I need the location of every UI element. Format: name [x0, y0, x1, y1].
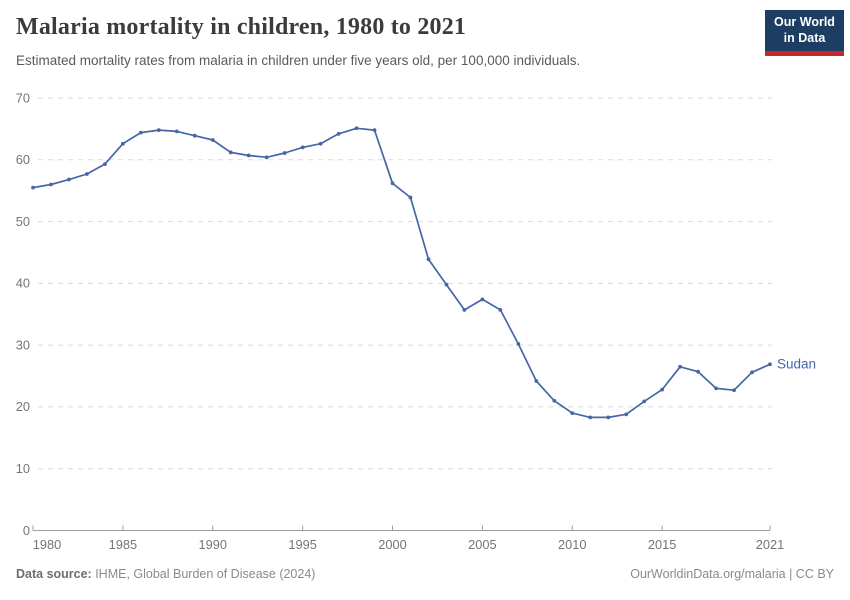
x-axis-tick-label: 1985: [109, 537, 137, 552]
y-axis-tick-label: 60: [16, 152, 30, 167]
data-point-sudan-2017[interactable]: [696, 369, 700, 374]
data-point-sudan-1992[interactable]: [246, 153, 251, 158]
data-point-sudan-2008[interactable]: [534, 379, 539, 383]
data-point-sudan-2003[interactable]: [444, 282, 449, 287]
data-point-sudan-1999[interactable]: [372, 128, 377, 133]
data-point-sudan-1989[interactable]: [192, 133, 197, 138]
y-axis-tick-label: 10: [16, 461, 30, 476]
data-point-sudan-1981[interactable]: [49, 182, 53, 187]
data-source-note: Data source: IHME, Global Burden of Dise…: [16, 567, 315, 581]
y-axis-tick-label: 30: [16, 337, 30, 352]
data-point-sudan-2012[interactable]: [606, 415, 611, 420]
data-point-sudan-2007[interactable]: [516, 342, 521, 346]
chart-title: Malaria mortality in children, 1980 to 2…: [16, 14, 467, 40]
data-point-sudan-2000[interactable]: [390, 181, 395, 186]
data-point-sudan-1997[interactable]: [336, 131, 341, 136]
data-point-sudan-1988[interactable]: [174, 129, 179, 134]
x-axis-tick-label: 2021: [756, 537, 784, 552]
owid-logo-text: Our World in Data: [774, 14, 835, 45]
data-point-sudan-1986[interactable]: [138, 130, 143, 135]
x-axis-tick-label: 1980: [33, 537, 61, 552]
chart-subtitle: Estimated mortality rates from malaria i…: [16, 53, 581, 68]
owid-logo[interactable]: Our World in Data: [765, 10, 844, 56]
data-point-sudan-2010[interactable]: [570, 411, 575, 416]
data-source-label: Data source:: [16, 567, 92, 581]
data-point-sudan-2009[interactable]: [552, 398, 557, 403]
data-point-sudan-2020[interactable]: [750, 370, 754, 375]
x-axis-tick-label: 2010: [558, 537, 586, 552]
data-point-sudan-1994[interactable]: [282, 151, 287, 155]
data-point-sudan-1995[interactable]: [300, 145, 305, 150]
x-axis-tick-label: 2005: [468, 537, 496, 552]
x-axis-tick-label: 2015: [648, 537, 676, 552]
data-point-sudan-2011[interactable]: [588, 415, 593, 420]
data-point-sudan-1987[interactable]: [156, 128, 161, 133]
data-point-sudan-2021[interactable]: [768, 362, 772, 367]
series-label-sudan[interactable]: Sudan: [777, 357, 816, 372]
data-point-sudan-2004[interactable]: [462, 308, 467, 312]
data-point-sudan-2015[interactable]: [660, 387, 665, 392]
license-credit[interactable]: OurWorldinData.org/malaria | CC BY: [630, 567, 834, 581]
chart-footer: Data source: IHME, Global Burden of Dise…: [16, 567, 834, 581]
data-source-text: IHME, Global Burden of Disease (2024): [91, 567, 316, 581]
data-point-sudan-2001[interactable]: [408, 195, 413, 200]
data-point-sudan-1980[interactable]: [31, 185, 35, 190]
x-axis-tick-label: 1995: [288, 537, 316, 552]
data-point-sudan-1990[interactable]: [210, 138, 215, 142]
data-point-sudan-2005[interactable]: [480, 297, 485, 302]
line-series-sudan[interactable]: [32, 127, 771, 419]
x-axis-tick-label: 1990: [199, 537, 227, 552]
data-point-sudan-1983[interactable]: [85, 172, 89, 176]
y-axis-tick-label: 0: [23, 523, 30, 538]
data-point-sudan-1996[interactable]: [318, 141, 323, 146]
data-point-sudan-2019[interactable]: [732, 388, 736, 393]
data-point-sudan-1991[interactable]: [228, 150, 233, 155]
data-point-sudan-2014[interactable]: [642, 399, 647, 404]
x-axis-tick-label: 2000: [378, 537, 406, 552]
data-point-sudan-2016[interactable]: [678, 364, 683, 369]
data-point-sudan-2006[interactable]: [498, 308, 503, 312]
data-point-sudan-2002[interactable]: [426, 257, 431, 262]
y-axis-tick-label: 50: [16, 214, 30, 229]
y-axis-tick-label: 40: [16, 276, 30, 291]
data-point-sudan-1998[interactable]: [354, 126, 359, 131]
y-axis-tick-label: 20: [16, 399, 30, 414]
data-point-sudan-1985[interactable]: [120, 141, 125, 146]
data-point-sudan-2018[interactable]: [714, 386, 718, 391]
data-point-sudan-1982[interactable]: [67, 177, 71, 182]
y-axis-tick-label: 70: [16, 90, 30, 105]
data-point-sudan-1984[interactable]: [103, 162, 107, 167]
data-point-sudan-2013[interactable]: [624, 412, 629, 417]
data-point-sudan-1993[interactable]: [264, 155, 269, 160]
